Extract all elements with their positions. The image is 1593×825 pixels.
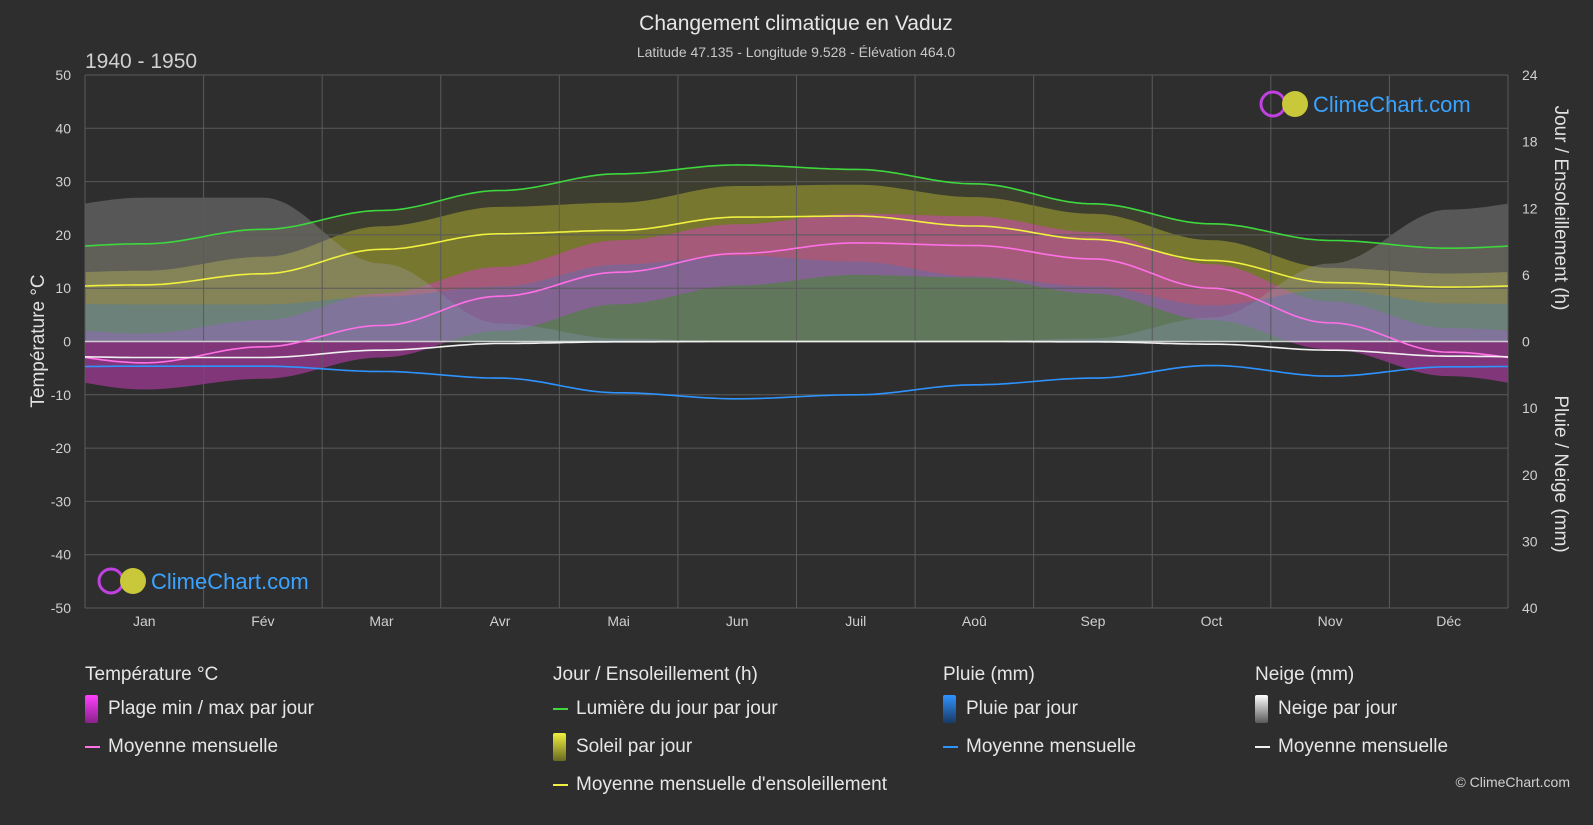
period-label: 1940 - 1950 <box>85 50 197 73</box>
left-tick-label: 30 <box>55 174 71 190</box>
x-tick-label: Jun <box>726 613 749 629</box>
legend-item-sunshine-mean: Moyenne mensuelle d'ensoleillement <box>553 766 887 804</box>
daylight-line <box>85 164 1508 249</box>
legend-daylight-title: Jour / Ensoleillement (h) <box>553 664 758 685</box>
axis-ticks: 50 40 30 20 10 0 -10 -20 -30 -40 -50 24 18 12 6 0 10 20 30… <box>51 67 1538 629</box>
left-tick-label: -40 <box>51 547 71 563</box>
left-tick-label: -50 <box>51 600 71 616</box>
logo-sun-icon <box>120 568 146 594</box>
legend-item-snow-mean: Moyenne mensuelle <box>1255 728 1448 766</box>
legend-item-label: Neige par jour <box>1278 698 1398 719</box>
temp-mean-swatch <box>85 746 100 748</box>
left-tick-label: 10 <box>55 280 71 296</box>
left-tick-label: -20 <box>51 440 71 456</box>
x-tick-label: Juil <box>845 613 866 629</box>
legend-item-daylight: Lumière du jour par jour <box>553 690 887 728</box>
legend-item-label: Moyenne mensuelle <box>1278 736 1449 757</box>
x-tick-label: Nov <box>1318 613 1343 629</box>
snow-mean-line <box>85 340 1508 359</box>
legend-item-label: Pluie par jour <box>966 698 1078 719</box>
right-top-tick-label: 12 <box>1522 200 1538 216</box>
right-bottom-axis-label: Pluie / Neige (mm) <box>1550 395 1571 552</box>
legend: Température °C Plage min / max par jour … <box>0 660 1593 810</box>
right-bottom-tick-label: 20 <box>1522 467 1538 483</box>
rain-mean-line <box>85 364 1508 400</box>
right-top-tick-label: 18 <box>1522 134 1538 150</box>
snow-mean-swatch <box>1255 746 1270 748</box>
left-tick-label: -10 <box>51 387 71 403</box>
sunshine-mean-line <box>85 215 1508 288</box>
x-tick-label: Aoû <box>962 613 987 629</box>
logo-top: ClimeChart.com <box>1259 90 1471 118</box>
legend-item-label: Lumière du jour par jour <box>576 698 778 719</box>
daylight-swatch <box>553 708 568 710</box>
logo-bottom: ClimeChart.com <box>97 567 309 595</box>
x-tick-label: Mar <box>369 613 393 629</box>
legend-daylight: Jour / Ensoleillement (h) Lumière du jou… <box>553 660 887 804</box>
logo-top-text: ClimeChart.com <box>1313 92 1471 117</box>
rain-swatch <box>943 695 956 723</box>
sunshine-swatch <box>553 733 566 761</box>
legend-item-label: Soleil par jour <box>576 736 693 757</box>
right-top-tick-label: 0 <box>1522 334 1530 350</box>
legend-item-snow: Neige par jour <box>1255 690 1448 728</box>
left-tick-label: 50 <box>55 67 71 83</box>
legend-item-label: Moyenne mensuelle d'ensoleillement <box>576 774 887 795</box>
right-top-tick-label: 24 <box>1522 67 1538 83</box>
left-tick-label: 20 <box>55 227 71 243</box>
right-top-tick-label: 6 <box>1522 267 1530 283</box>
x-tick-label: Fév <box>251 613 274 629</box>
legend-item-sunshine: Soleil par jour <box>553 728 887 766</box>
legend-rain: Pluie (mm) Pluie par jour Moyenne mensue… <box>943 660 1136 766</box>
legend-temperature-title: Température °C <box>85 664 219 685</box>
right-bottom-tick-label: 40 <box>1522 600 1538 616</box>
left-axis-label: Température °C <box>28 274 49 407</box>
x-tick-label: Jan <box>133 613 156 629</box>
snow-swatch <box>1255 695 1268 723</box>
logo-bottom-text: ClimeChart.com <box>151 569 309 594</box>
x-tick-label: Avr <box>490 613 511 629</box>
legend-item-label: Moyenne mensuelle <box>966 736 1137 757</box>
right-bottom-tick-label: 10 <box>1522 400 1538 416</box>
sunshine-mean-swatch <box>553 784 568 786</box>
chart-subtitle: Latitude 47.135 - Longitude 9.528 - Élév… <box>637 44 956 60</box>
x-tick-label: Oct <box>1201 613 1223 629</box>
left-tick-label: 0 <box>63 334 71 350</box>
left-tick-label: 40 <box>55 120 71 136</box>
x-tick-label: Sep <box>1080 613 1105 629</box>
legend-snow-title: Neige (mm) <box>1255 664 1355 685</box>
right-bottom-tick-label: 30 <box>1522 533 1538 549</box>
x-tick-label: Déc <box>1436 613 1461 629</box>
left-tick-label: -30 <box>51 493 71 509</box>
climate-chart: 50 40 30 20 10 0 -10 -20 -30 -40 -50 24 18 12 6 0 10 20 30… <box>28 12 1571 629</box>
temp-range-swatch <box>85 695 98 723</box>
right-top-axis-label: Jour / Ensoleillement (h) <box>1550 106 1571 311</box>
x-tick-label: Mai <box>607 613 630 629</box>
legend-item-label: Moyenne mensuelle <box>108 736 279 757</box>
logo-sun-icon <box>1282 91 1308 117</box>
legend-item-label: Plage min / max par jour <box>108 698 314 719</box>
copyright: © ClimeChart.com <box>1455 774 1570 790</box>
rain-mean-swatch <box>943 746 958 748</box>
legend-item-rain: Pluie par jour <box>943 690 1136 728</box>
legend-item-temp-range: Plage min / max par jour <box>85 690 314 728</box>
temperature-mean-line <box>85 242 1508 364</box>
legend-item-temp-mean: Moyenne mensuelle <box>85 728 314 766</box>
legend-temperature: Température °C Plage min / max par jour … <box>85 660 314 766</box>
legend-snow: Neige (mm) Neige par jour Moyenne mensue… <box>1255 660 1448 766</box>
legend-item-rain-mean: Moyenne mensuelle <box>943 728 1136 766</box>
chart-title: Changement climatique en Vaduz <box>639 12 953 35</box>
series-lines <box>85 164 1508 400</box>
legend-rain-title: Pluie (mm) <box>943 664 1035 685</box>
